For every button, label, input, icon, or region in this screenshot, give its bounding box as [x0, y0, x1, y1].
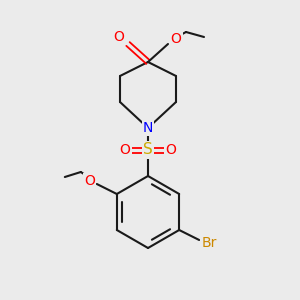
Text: O: O — [171, 32, 182, 46]
Text: S: S — [143, 142, 153, 158]
Text: Br: Br — [202, 236, 217, 250]
Text: N: N — [143, 121, 153, 135]
Text: O: O — [166, 143, 176, 157]
Text: O: O — [114, 30, 124, 44]
Text: O: O — [84, 174, 95, 188]
Text: O: O — [120, 143, 130, 157]
